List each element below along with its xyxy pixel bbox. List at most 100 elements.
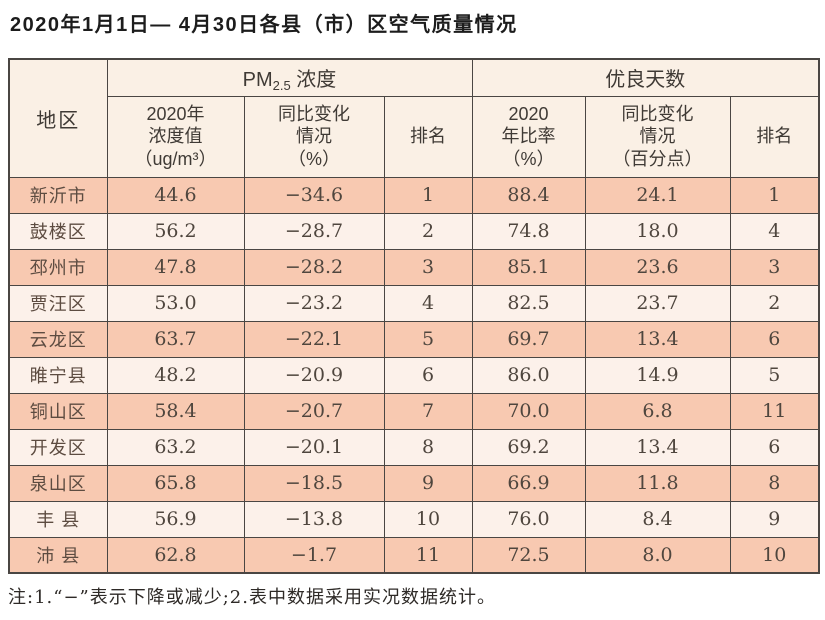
pm-change-cell: −28.2: [243, 248, 385, 286]
days-rank-cell: 8: [729, 464, 820, 502]
pm-value-cell: 56.9: [106, 500, 245, 538]
days-rate-cell: 85.1: [471, 248, 586, 286]
days-rank-cell: 9: [729, 500, 820, 538]
pm25-label-rest: 浓度: [290, 68, 337, 91]
col-header-pm-rank: 排名: [383, 95, 473, 178]
days-rate-cell: 72.5: [471, 536, 586, 574]
days-change-cell: 6.8: [584, 392, 731, 430]
days-rank-cell: 4: [729, 212, 820, 250]
pm-change-cell: −20.9: [243, 356, 385, 394]
days-rate-cell: 82.5: [471, 284, 586, 322]
table-row: 云龙区 63.7 −22.1 5 69.7 13.4 6: [8, 320, 820, 358]
col-header-region: 地区: [8, 58, 108, 178]
pm-rank-cell: 4: [383, 284, 473, 322]
pm-change-cell: −20.1: [243, 428, 385, 466]
col-header-days-rate: 2020 年比率 （%）: [471, 95, 586, 178]
pm-rank-cell: 7: [383, 392, 473, 430]
pm-change-cell: −28.7: [243, 212, 385, 250]
region-cell: 丰 县: [8, 500, 108, 538]
days-rate-cell: 88.4: [471, 176, 586, 214]
table-row: 新沂市 44.6 −34.6 1 88.4 24.1 1: [8, 176, 820, 214]
col-header-pm-change: 同比变化 情况 （%）: [243, 95, 385, 178]
table-row: 铜山区 58.4 −20.7 7 70.0 6.8 11: [8, 392, 820, 430]
table-row: 睢宁县 48.2 −20.9 6 86.0 14.9 5: [8, 356, 820, 394]
col-header-days-rank: 排名: [729, 95, 820, 178]
days-rank-cell: 2: [729, 284, 820, 322]
table-row: 沛 县 62.8 −1.7 11 72.5 8.0 10: [8, 536, 820, 574]
pm-value-cell: 47.8: [106, 248, 245, 286]
region-cell: 邳州市: [8, 248, 108, 286]
pm-rank-cell: 1: [383, 176, 473, 214]
pm-rank-cell: 11: [383, 536, 473, 574]
days-change-cell: 13.4: [584, 320, 731, 358]
table-row: 泉山区 65.8 −18.5 9 66.9 11.8 8: [8, 464, 820, 502]
pm-rank-cell: 5: [383, 320, 473, 358]
region-cell: 沛 县: [8, 536, 108, 574]
days-rank-cell: 10: [729, 536, 820, 574]
pm-value-cell: 65.8: [106, 464, 245, 502]
table-row: 丰 县 56.9 −13.8 10 76.0 8.4 9: [8, 500, 820, 538]
pm25-label: PM: [242, 68, 273, 91]
col-group-good-days: 优良天数: [471, 58, 820, 97]
pm-change-cell: −13.8: [243, 500, 385, 538]
pm-change-cell: −18.5: [243, 464, 385, 502]
region-cell: 贾汪区: [8, 284, 108, 322]
page-title: 2020年1月1日— 4月30日各县（市）区空气质量情况: [10, 14, 518, 36]
pm-change-cell: −1.7: [243, 536, 385, 574]
pm-value-cell: 58.4: [106, 392, 245, 430]
days-rank-cell: 3: [729, 248, 820, 286]
days-rank-cell: 1: [729, 176, 820, 214]
days-change-cell: 8.0: [584, 536, 731, 574]
table-row: 开发区 63.2 −20.1 8 69.2 13.4 6: [8, 428, 820, 466]
region-cell: 泉山区: [8, 464, 108, 502]
region-cell: 云龙区: [8, 320, 108, 358]
days-change-cell: 23.6: [584, 248, 731, 286]
days-rank-cell: 6: [729, 428, 820, 466]
pm-rank-cell: 8: [383, 428, 473, 466]
pm-value-cell: 63.2: [106, 428, 245, 466]
table-row: 贾汪区 53.0 −23.2 4 82.5 23.7 2: [8, 284, 820, 322]
col-header-pm-value: 2020年 浓度值 （ug/m³）: [106, 95, 245, 178]
days-change-cell: 24.1: [584, 176, 731, 214]
pm-value-cell: 63.7: [106, 320, 245, 358]
pm25-subscript: 2.5: [272, 77, 291, 93]
days-change-cell: 11.8: [584, 464, 731, 502]
pm-rank-cell: 3: [383, 248, 473, 286]
days-change-cell: 8.4: [584, 500, 731, 538]
air-quality-table: 地区 PM2.5 浓度 优良天数 2020年 浓度值 （ug/m³） 同比变化 …: [8, 58, 821, 574]
days-change-cell: 23.7: [584, 284, 731, 322]
table-header: 地区 PM2.5 浓度 优良天数 2020年 浓度值 （ug/m³） 同比变化 …: [8, 58, 820, 178]
days-rate-cell: 69.2: [471, 428, 586, 466]
pm-change-cell: −34.6: [243, 176, 385, 214]
col-header-days-change: 同比变化 情况 （百分点）: [584, 95, 731, 178]
days-change-cell: 18.0: [584, 212, 731, 250]
pm-rank-cell: 6: [383, 356, 473, 394]
days-rate-cell: 70.0: [471, 392, 586, 430]
pm-value-cell: 53.0: [106, 284, 245, 322]
region-cell: 新沂市: [8, 176, 108, 214]
pm-change-cell: −20.7: [243, 392, 385, 430]
pm-rank-cell: 2: [383, 212, 473, 250]
days-change-cell: 14.9: [584, 356, 731, 394]
pm-change-cell: −22.1: [243, 320, 385, 358]
footnote: 注:1.“−”表示下降或减少;2.表中数据采用实况数据统计。: [8, 587, 496, 608]
pm-rank-cell: 9: [383, 464, 473, 502]
days-rate-cell: 76.0: [471, 500, 586, 538]
days-rank-cell: 6: [729, 320, 820, 358]
days-rate-cell: 86.0: [471, 356, 586, 394]
region-cell: 睢宁县: [8, 356, 108, 394]
days-rank-cell: 5: [729, 356, 820, 394]
days-change-cell: 13.4: [584, 428, 731, 466]
days-rate-cell: 69.7: [471, 320, 586, 358]
region-cell: 开发区: [8, 428, 108, 466]
pm-value-cell: 48.2: [106, 356, 245, 394]
days-rate-cell: 74.8: [471, 212, 586, 250]
pm-rank-cell: 10: [383, 500, 473, 538]
days-rate-cell: 66.9: [471, 464, 586, 502]
region-cell: 铜山区: [8, 392, 108, 430]
days-rank-cell: 11: [729, 392, 820, 430]
col-group-pm25: PM2.5 浓度: [106, 58, 473, 97]
pm-value-cell: 44.6: [106, 176, 245, 214]
pm-change-cell: −23.2: [243, 284, 385, 322]
